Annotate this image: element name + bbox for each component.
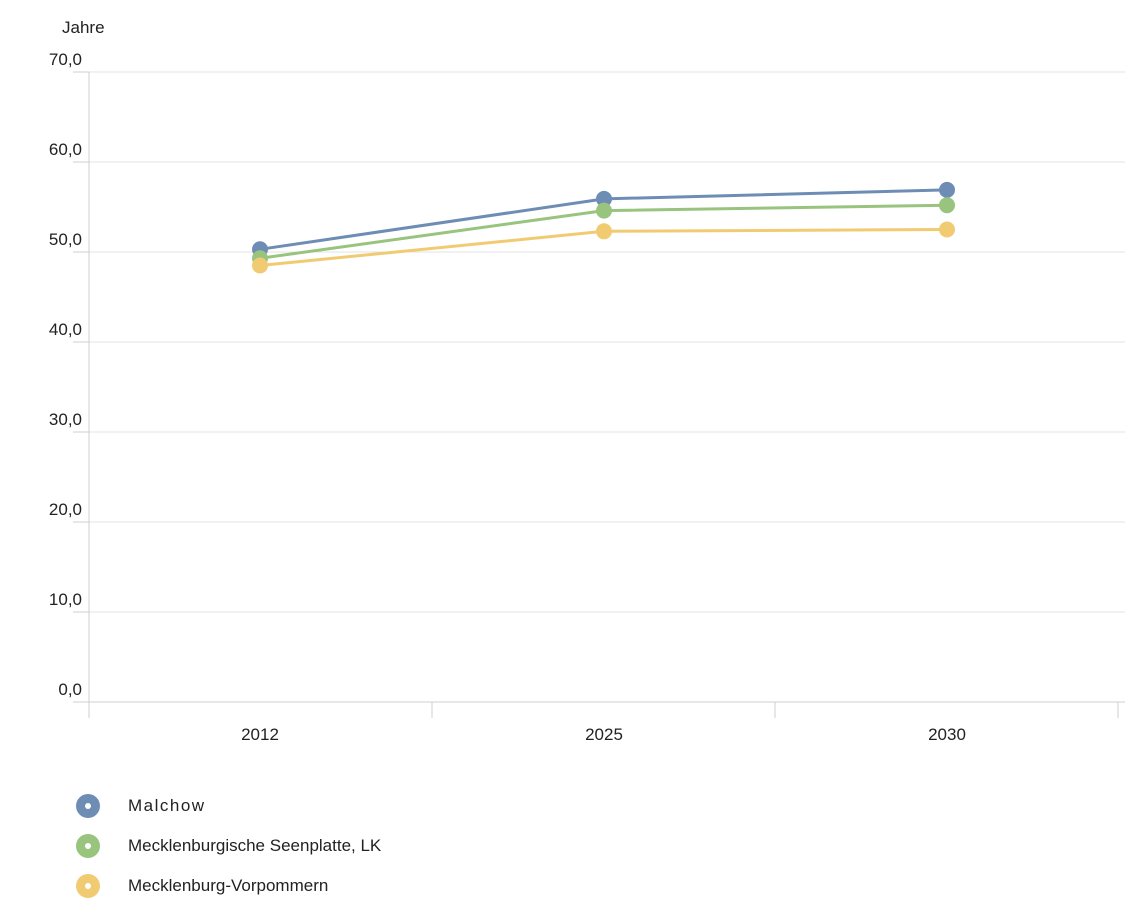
series-lines [252,181,955,274]
x-tick-label: 2012 [241,725,279,744]
data-point[interactable] [596,202,612,219]
data-point[interactable] [939,197,955,214]
y-axis-label: Jahre [62,18,105,37]
x-tick-labels: 2012 2025 2030 [241,725,966,744]
legend-marker-icon [76,834,100,858]
legend-item-mv[interactable]: Mecklenburg-Vorpommern [76,866,381,906]
x-tick-label: 2030 [928,725,966,744]
legend-label: Mecklenburgische Seenplatte, LK [128,836,382,855]
legend-item-malchow[interactable]: Malchow [76,786,381,826]
data-point[interactable] [939,181,955,198]
x-tick-label: 2025 [585,725,623,744]
legend-label: Mecklenburg-Vorpommern [128,876,329,895]
y-tick-label: 20,0 [49,500,82,519]
line-chart: Jahre 0,0 10,0 20,0 30,0 40,0 50,0 60,0 70,0 20… [49,18,1125,744]
legend-item-seenplatte[interactable]: Mecklenburgische Seenplatte, LK [76,826,381,866]
data-point[interactable] [596,223,612,240]
legend-marker-icon [76,874,100,898]
data-point[interactable] [596,190,612,207]
axes [73,72,1125,718]
y-tick-label: 30,0 [49,410,82,429]
y-tick-label: 70,0 [49,50,82,69]
legend: Malchow Mecklenburgische Seenplatte, LK … [76,786,381,906]
gridlines [73,71,1125,703]
data-point[interactable] [252,257,268,274]
y-tick-label: 40,0 [49,320,82,339]
legend-marker-icon [76,794,100,818]
data-point[interactable] [939,221,955,238]
y-tick-labels: 0,0 10,0 20,0 30,0 40,0 50,0 60,0 70,0 [49,50,82,699]
y-tick-label: 10,0 [49,590,82,609]
y-tick-label: 0,0 [58,680,82,699]
legend-label: Malchow [128,796,206,815]
y-tick-label: 50,0 [49,230,82,249]
y-tick-label: 60,0 [49,140,82,159]
